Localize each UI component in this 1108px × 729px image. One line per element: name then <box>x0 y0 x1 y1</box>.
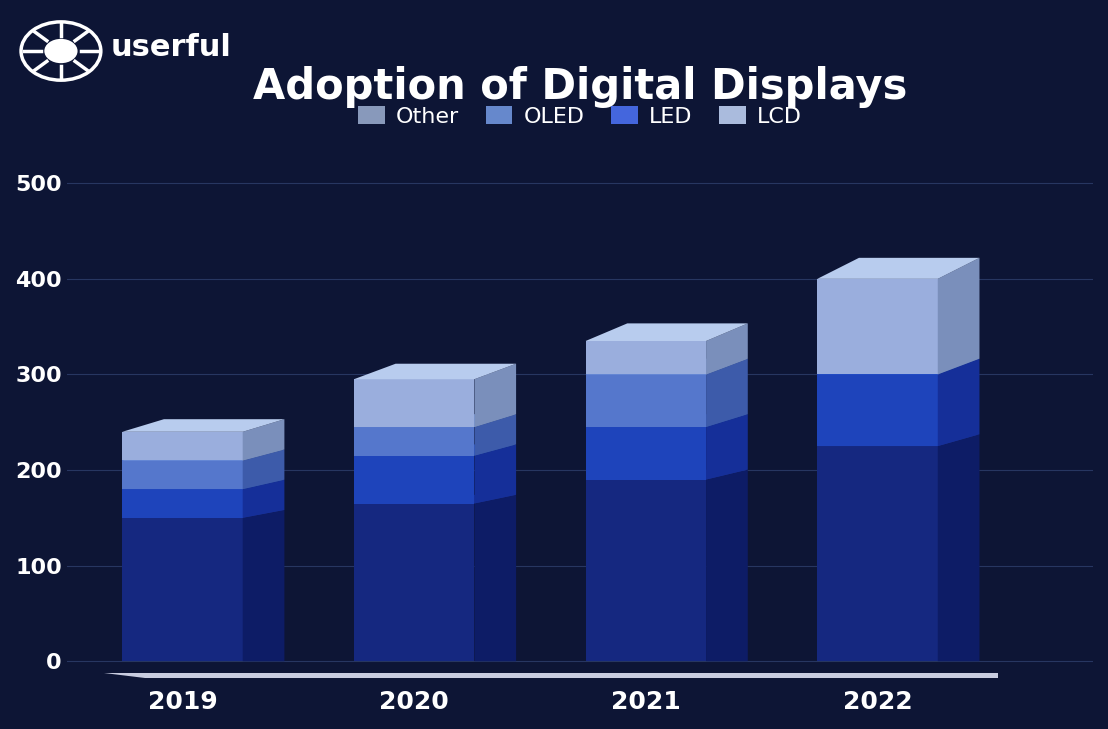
Polygon shape <box>243 510 285 661</box>
Polygon shape <box>474 414 516 456</box>
Polygon shape <box>122 450 285 461</box>
Polygon shape <box>818 434 979 446</box>
Polygon shape <box>706 469 748 661</box>
Polygon shape <box>353 379 474 427</box>
Polygon shape <box>586 480 706 661</box>
Polygon shape <box>122 518 243 661</box>
Polygon shape <box>353 427 474 456</box>
Polygon shape <box>122 510 285 518</box>
Polygon shape <box>937 434 979 661</box>
Polygon shape <box>353 504 474 661</box>
Polygon shape <box>122 461 243 489</box>
Polygon shape <box>586 469 748 480</box>
Polygon shape <box>243 450 285 489</box>
Polygon shape <box>353 456 474 504</box>
Polygon shape <box>104 673 998 679</box>
Polygon shape <box>586 427 706 480</box>
Polygon shape <box>706 414 748 480</box>
Polygon shape <box>586 324 748 341</box>
Polygon shape <box>353 364 516 379</box>
Polygon shape <box>818 258 979 279</box>
Legend: Other, OLED, LED, LCD: Other, OLED, LED, LCD <box>349 97 811 136</box>
Polygon shape <box>818 359 979 375</box>
Polygon shape <box>818 446 937 661</box>
Polygon shape <box>937 359 979 446</box>
Polygon shape <box>243 480 285 518</box>
Polygon shape <box>586 375 706 427</box>
Polygon shape <box>122 489 243 518</box>
Polygon shape <box>243 419 285 461</box>
Polygon shape <box>818 279 937 375</box>
Polygon shape <box>353 414 516 427</box>
Polygon shape <box>474 364 516 427</box>
Polygon shape <box>474 445 516 504</box>
Polygon shape <box>706 359 748 427</box>
Polygon shape <box>586 414 748 427</box>
Polygon shape <box>818 375 937 446</box>
Polygon shape <box>937 258 979 375</box>
Polygon shape <box>353 495 516 504</box>
Polygon shape <box>122 432 243 461</box>
Polygon shape <box>706 324 748 375</box>
Polygon shape <box>122 480 285 489</box>
Polygon shape <box>353 445 516 456</box>
Circle shape <box>44 39 78 63</box>
Polygon shape <box>586 359 748 375</box>
Title: Adoption of Digital Displays: Adoption of Digital Displays <box>253 66 907 108</box>
Text: userful: userful <box>111 33 232 62</box>
Polygon shape <box>474 495 516 661</box>
Polygon shape <box>122 419 285 432</box>
Polygon shape <box>586 341 706 375</box>
